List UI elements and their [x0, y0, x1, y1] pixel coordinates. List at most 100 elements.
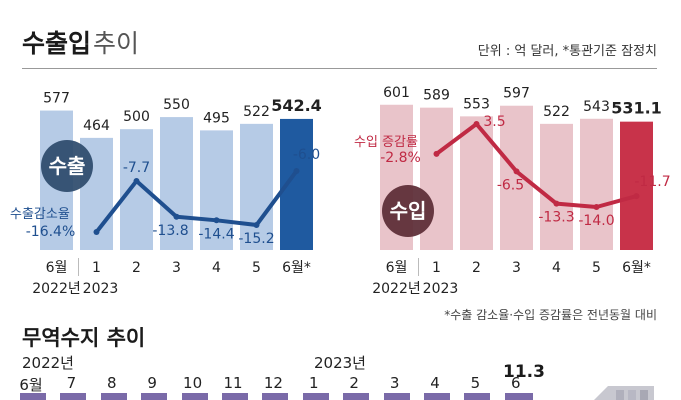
export-rate-point: [213, 217, 220, 224]
trade-month-label: 8: [107, 374, 117, 392]
import-rate-series-label: 수입 증감률: [354, 135, 418, 150]
import-rate-value-label: -11.7: [634, 174, 670, 190]
import-category-label: 2: [472, 260, 481, 276]
export-rate-point: [133, 178, 140, 184]
import-bar-value-label: 601: [383, 85, 410, 101]
trade-balance-bar: [383, 393, 410, 400]
import-rate-value-label: -6.5: [497, 177, 524, 193]
export-category-label: 5: [252, 260, 261, 276]
import-category-label: 4: [552, 260, 561, 276]
trade-month-label: 3: [389, 374, 400, 392]
export-rate-value-label: -7.7: [123, 160, 150, 176]
trade-balance-bar: [424, 393, 450, 400]
import-bar: [580, 118, 613, 251]
import-category-label: 1: [432, 260, 441, 276]
unit-note: 단위 : 억 달러, *통관기준 잠정치: [477, 44, 657, 59]
import-bar-value-label: 553: [463, 96, 490, 112]
title-rule: [22, 68, 657, 69]
trade-balance-bar: [302, 393, 329, 400]
import-bar: [540, 123, 573, 250]
import-category-label: 5: [592, 260, 601, 276]
import-bar-value-label: 597: [503, 86, 530, 102]
export-badge-label: 수출: [49, 154, 86, 178]
trade-month-label: 10: [183, 374, 203, 392]
export-year-label: 2023: [83, 281, 119, 297]
trade-balance-title: 무역수지 추이: [22, 326, 146, 350]
trade-balance-bar: [141, 393, 168, 400]
import-rate-point: [633, 193, 640, 200]
trade-month-label: 11: [223, 374, 243, 392]
export-rate-point: [293, 168, 300, 175]
export-badge: [41, 140, 93, 192]
trade-balance-bar: [60, 393, 87, 400]
export-bar: [240, 123, 273, 250]
trade-year-label: 2023년: [314, 354, 366, 372]
import-rate-value-label: -14.0: [578, 213, 614, 229]
export-bar-value-label: 577: [43, 91, 70, 107]
page-title-suffix: 추이: [93, 29, 140, 58]
export-rate-point: [173, 213, 180, 220]
export-rate-value-label: -6.0: [293, 147, 320, 163]
import-rate-line: [434, 122, 639, 209]
trade-month-label: 9: [147, 374, 157, 392]
import-badge-label: 수입: [390, 199, 427, 223]
trade-month-label: 7: [66, 374, 77, 392]
export-rate-line: [94, 169, 299, 235]
import-year-label: 2023: [423, 281, 459, 297]
export-category-label: 6월: [46, 260, 68, 276]
trade-balance-bar: [343, 393, 370, 400]
trade-month-label: 5: [470, 374, 481, 392]
export-bar: [200, 130, 233, 250]
import-category-label: 3: [512, 260, 521, 276]
container-ship-icon: [594, 386, 654, 400]
trade-balance-value-label: 11.3: [503, 362, 545, 382]
trade-balance-bar: [504, 393, 533, 400]
import-rate-point: [553, 200, 560, 207]
trade-month-label: 2: [349, 374, 359, 392]
trade-month-label: 6: [511, 374, 521, 392]
import-rate-value-label: -13.3: [538, 210, 574, 226]
trade-balance-bar: [222, 393, 248, 400]
export-category-label: 1: [92, 260, 101, 276]
import-bar-value-label: 522: [543, 104, 570, 120]
export-rate-point: [93, 229, 100, 236]
export-bar-value-label: 464: [83, 118, 110, 134]
import-bar-value-label: 543: [583, 99, 610, 115]
import-rate-value-label: -2.8%: [380, 150, 421, 166]
import-year-label: 2022년: [372, 281, 421, 297]
export-bar-value-label: 522: [243, 104, 270, 120]
import-rate-point: [593, 204, 600, 210]
export-rate-point: [253, 222, 260, 228]
trade-month-label: 1: [309, 374, 319, 392]
trade-balance-bar: [262, 393, 289, 400]
page-title: 수출입: [22, 29, 92, 58]
import-category-label: 6월: [386, 260, 408, 276]
export-category-label: 3: [172, 260, 181, 276]
export-rate-series-label: 수출감소율: [10, 207, 70, 222]
trade-month-label: 12: [263, 374, 283, 392]
export-rate-value-label: -14.4: [198, 226, 234, 242]
trade-balance-bar: [20, 393, 46, 400]
export-bar-value-label: 500: [123, 109, 150, 125]
import-category-label: 6월*: [622, 260, 651, 276]
trade-year-label: 2022년: [22, 354, 74, 372]
import-badge: [382, 185, 434, 237]
export-bar-value-label: 495: [203, 110, 230, 126]
export-category-label: 6월*: [282, 260, 311, 276]
export-rate-value-label: -13.8: [152, 223, 188, 239]
trade-balance-bar: [464, 393, 491, 400]
export-bar-value-label: 542.4: [271, 96, 322, 115]
export-category-label: 2: [132, 260, 141, 276]
footnote: *수출 감소율·수입 증감률은 전년동월 대비: [444, 308, 657, 322]
export-bar-value-label: 550: [163, 97, 190, 113]
trade-balance-bar: [181, 393, 208, 400]
import-bar-value-label: 589: [423, 88, 450, 104]
trade-month-label: 4: [430, 374, 440, 392]
import-bar: [620, 121, 653, 250]
export-bar: [160, 117, 193, 250]
import-rate-point: [473, 121, 480, 127]
export-category-label: 4: [212, 260, 221, 276]
export-rate-value-label: -16.4%: [26, 224, 76, 240]
import-rate-value-label: 3.5: [483, 114, 505, 130]
